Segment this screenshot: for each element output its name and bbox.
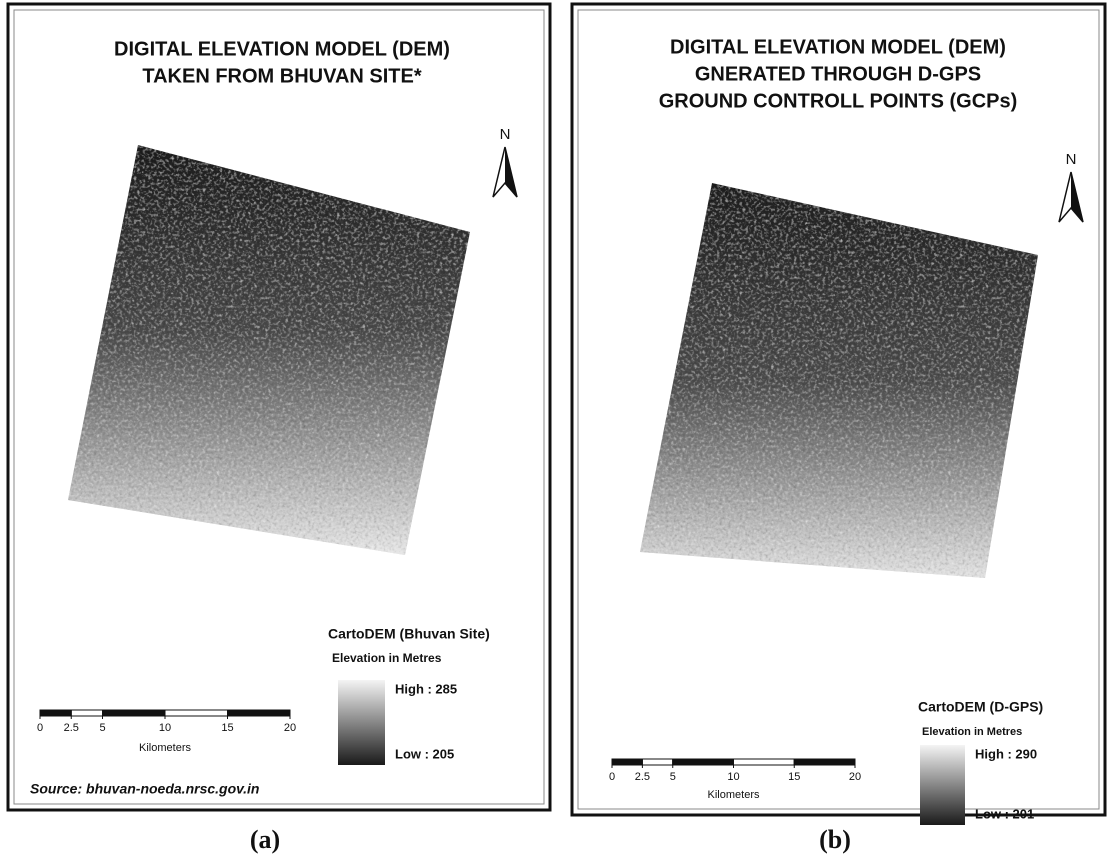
legend-ramp <box>338 680 385 765</box>
scale-segment <box>612 759 642 765</box>
scale-segment <box>228 710 291 716</box>
scale-label: 15 <box>221 722 233 734</box>
legend-title: CartoDEM (D-GPS) <box>918 699 1043 715</box>
dem-raster <box>68 145 470 555</box>
north-label: N <box>1066 151 1077 168</box>
scale-label: 2.5 <box>64 722 79 734</box>
scale-label: 15 <box>788 771 800 783</box>
scale-unit: Kilometers <box>708 789 760 801</box>
scale-label: 10 <box>727 771 739 783</box>
map-title: TAKEN FROM BHUVAN SITE* <box>142 65 421 87</box>
map-title: GROUND CONTROLL POINTS (GCPs) <box>659 90 1018 112</box>
scale-segment <box>673 759 734 765</box>
scale-label: 5 <box>99 722 105 734</box>
scale-segment <box>794 759 855 765</box>
north-label: N <box>500 126 511 143</box>
scale-segment <box>103 710 166 716</box>
scale-segment <box>642 759 672 765</box>
scale-unit: Kilometers <box>139 742 191 754</box>
scale-segment <box>734 759 795 765</box>
legend-title: CartoDEM (Bhuvan Site) <box>328 626 490 642</box>
dem-raster <box>640 183 1038 578</box>
scale-segment <box>71 710 102 716</box>
legend-high: High : 285 <box>395 681 457 696</box>
map-title: GNERATED THROUGH D-GPS <box>695 63 981 85</box>
source-note: Source: bhuvan-noeda.nrsc.gov.in <box>30 781 259 797</box>
scale-label: 20 <box>284 722 296 734</box>
figure: DIGITAL ELEVATION MODEL (DEM) TAKEN FROM … <box>0 0 1108 863</box>
scale-label: 5 <box>670 771 676 783</box>
legend-subtitle: Elevation in Metres <box>332 651 442 665</box>
scale-segment <box>165 710 228 716</box>
map-title: DIGITAL ELEVATION MODEL (DEM) <box>114 38 450 60</box>
legend-subtitle: Elevation in Metres <box>922 726 1022 738</box>
scale-label: 0 <box>37 722 43 734</box>
map-title: DIGITAL ELEVATION MODEL (DEM) <box>670 36 1006 58</box>
legend-low: Low : 205 <box>395 746 454 761</box>
legend-low: Low : 201 <box>975 806 1034 821</box>
scale-label: 0 <box>609 771 615 783</box>
panel-caption: (b) <box>819 825 851 854</box>
scale-label: 2.5 <box>635 771 650 783</box>
panel-caption: (a) <box>250 825 280 854</box>
legend-high: High : 290 <box>975 746 1037 761</box>
scale-label: 10 <box>159 722 171 734</box>
legend-ramp <box>920 745 965 825</box>
scale-segment <box>40 710 71 716</box>
scale-label: 20 <box>849 771 861 783</box>
